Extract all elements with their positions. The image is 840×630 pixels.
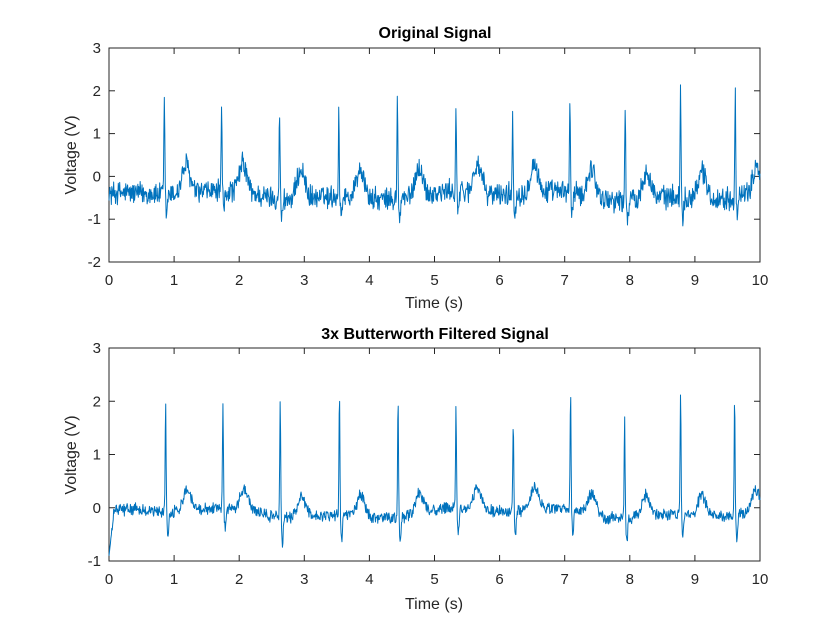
axis-ticks: 0 1 2 3 4 5 6 7 8 9 10 -2 -1 0 1 2 3 xyxy=(88,40,769,289)
y-axis-label: Voltage (V) xyxy=(63,115,80,194)
axes-box xyxy=(108,347,761,562)
x-tick-label: 6 xyxy=(495,571,503,588)
x-tick-label: 5 xyxy=(430,272,438,289)
x-tick-label: 0 xyxy=(105,571,113,588)
x-tick-label: 1 xyxy=(170,571,178,588)
x-tick-label: 1 xyxy=(170,272,178,289)
x-tick-label: 2 xyxy=(235,272,243,289)
x-tick-label: 2 xyxy=(235,571,243,588)
signal-line xyxy=(108,394,761,556)
x-axis-label: Time (s) xyxy=(405,295,463,312)
x-tick-label: 10 xyxy=(752,272,769,289)
x-tick-label: 6 xyxy=(495,272,503,289)
chart-title: 3x Butterworth Filtered Signal xyxy=(321,326,549,343)
x-tick-label: 7 xyxy=(561,571,569,588)
y-tick-label: -1 xyxy=(88,211,101,228)
subplot-original-signal: Original Signal 0 1 2 3 4 5 6 7 8 9 10 -2 -1 0 1 2 3 Tim… xyxy=(63,25,768,312)
x-axis-label: Time (s) xyxy=(405,596,463,613)
y-tick-label: 3 xyxy=(93,40,101,57)
y-tick-label: -2 xyxy=(88,254,101,271)
x-tick-label: 4 xyxy=(365,571,373,588)
y-tick-label: 2 xyxy=(93,393,101,410)
signal-line xyxy=(108,84,761,227)
x-tick-label: 5 xyxy=(430,571,438,588)
y-tick-label: 0 xyxy=(93,168,101,185)
x-tick-label: 9 xyxy=(691,571,699,588)
chart-title: Original Signal xyxy=(379,25,492,42)
x-tick-label: 3 xyxy=(300,571,308,588)
y-tick-label: -1 xyxy=(88,553,101,570)
x-tick-label: 9 xyxy=(691,272,699,289)
axes-box xyxy=(108,47,761,263)
x-tick-label: 10 xyxy=(752,571,769,588)
x-tick-label: 0 xyxy=(105,272,113,289)
y-tick-label: 2 xyxy=(93,83,101,100)
x-tick-label: 8 xyxy=(626,272,634,289)
y-axis-label: Voltage (V) xyxy=(63,415,80,494)
x-tick-label: 4 xyxy=(365,272,373,289)
subplot-filtered-signal: 3x Butterworth Filtered Signal 0 1 2 3 4 5 6 7 8… xyxy=(63,326,768,613)
x-tick-label: 8 xyxy=(626,571,634,588)
x-tick-label: 7 xyxy=(561,272,569,289)
y-tick-label: 1 xyxy=(93,126,101,143)
y-tick-label: 3 xyxy=(93,340,101,357)
y-tick-label: 1 xyxy=(93,447,101,464)
x-tick-label: 3 xyxy=(300,272,308,289)
y-tick-label: 0 xyxy=(93,500,101,517)
